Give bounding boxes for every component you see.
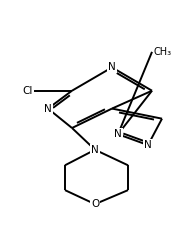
Text: N: N (114, 129, 122, 139)
Text: CH₃: CH₃ (154, 47, 172, 57)
Text: Cl: Cl (23, 86, 33, 96)
Text: N: N (144, 140, 152, 150)
Text: O: O (91, 199, 99, 209)
Text: N: N (108, 62, 116, 72)
Text: N: N (91, 145, 99, 155)
Text: N: N (44, 104, 52, 113)
